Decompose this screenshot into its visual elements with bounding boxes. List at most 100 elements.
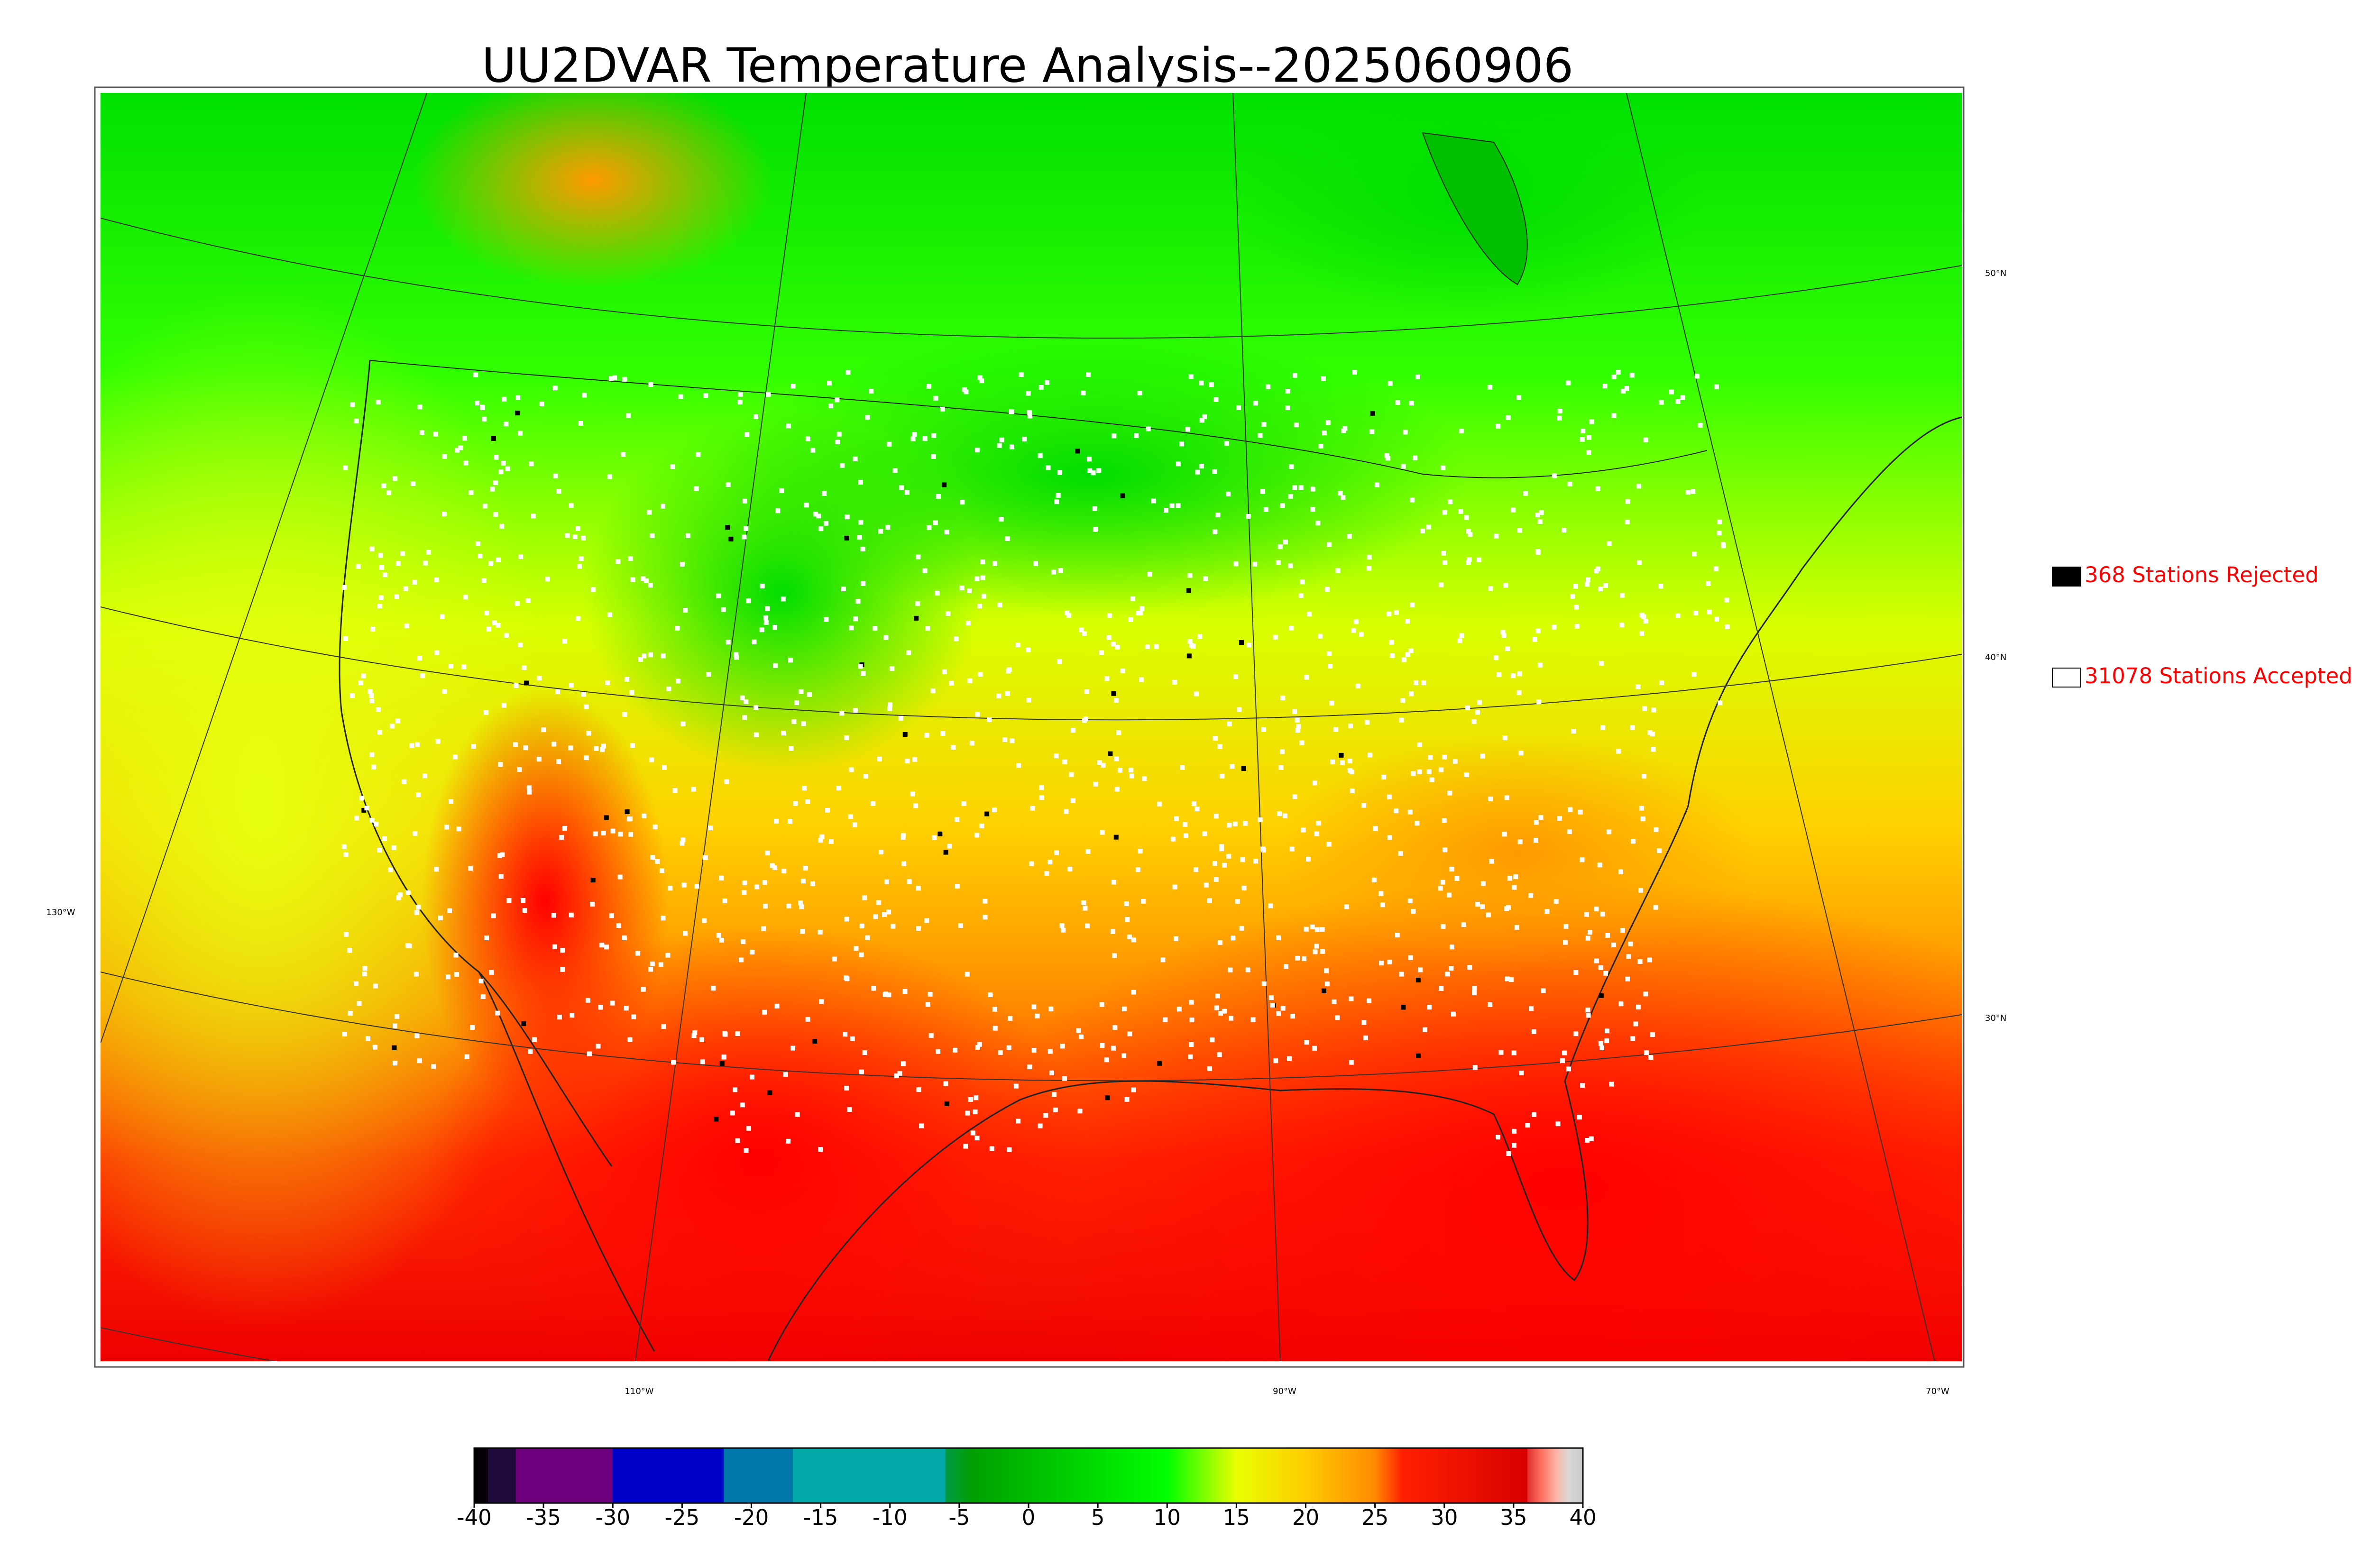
station-dot [862, 895, 867, 900]
station-dot [869, 389, 874, 394]
station-dot [1598, 965, 1603, 970]
station-dot [1410, 602, 1415, 607]
station-dot [1639, 613, 1645, 618]
station-dot [1407, 809, 1413, 815]
station-dot [740, 695, 745, 700]
station-dot [1475, 710, 1480, 715]
station-dot [1261, 981, 1267, 986]
station-dot [1154, 644, 1159, 649]
station-dot [989, 1146, 994, 1151]
station-dot [1505, 646, 1510, 651]
station-dot [1335, 568, 1341, 573]
station-dot [350, 402, 355, 407]
station-dot [741, 939, 746, 944]
station-dot [992, 1007, 997, 1012]
station-dot [642, 653, 647, 659]
station-dot [1104, 1057, 1109, 1063]
station-dot [1653, 905, 1658, 910]
station-dot [879, 850, 884, 855]
station-dot [739, 957, 744, 963]
station-dot [967, 678, 973, 683]
station-dot [409, 743, 414, 748]
station-dot [1039, 795, 1044, 800]
station-dot [518, 431, 523, 436]
station-dot [1581, 429, 1586, 434]
station-dot [716, 593, 721, 598]
station-dot [965, 1110, 970, 1116]
station-dot [794, 700, 800, 705]
station-dot [524, 680, 529, 686]
station-dot [965, 621, 971, 626]
station-dot [395, 718, 401, 724]
station-dot [414, 1033, 420, 1038]
station-dot [505, 466, 510, 471]
station-dot [983, 915, 988, 920]
station-dot [498, 761, 503, 767]
coastline [339, 360, 1962, 1361]
station-dot [1276, 935, 1281, 940]
station-dot [1625, 976, 1630, 981]
station-dot [1439, 767, 1444, 772]
station-dot [652, 824, 658, 829]
station-dot [444, 825, 449, 830]
station-dot [1135, 867, 1140, 872]
station-dot [1650, 731, 1655, 736]
station-dot [1384, 453, 1389, 458]
station-dot [1327, 651, 1332, 656]
station-dot [947, 844, 952, 849]
station-dot [699, 1037, 704, 1042]
station-dot [1172, 884, 1177, 889]
station-dot [539, 401, 544, 406]
colorbar-tick-label: -20 [734, 1505, 769, 1530]
station-dot [405, 890, 411, 895]
station-dot [1589, 419, 1594, 424]
station-dot [1348, 724, 1353, 729]
station-dot [786, 423, 791, 429]
station-dot [1099, 650, 1104, 655]
station-dot [1106, 635, 1112, 640]
station-dot [1651, 747, 1656, 752]
station-dot [1260, 489, 1265, 494]
station-dot [1714, 384, 1719, 389]
station-dot [788, 819, 793, 824]
station-dot [572, 534, 578, 539]
station-dot [1643, 991, 1648, 997]
station-dot [454, 972, 459, 977]
station-dot [1370, 411, 1375, 416]
station-dot [1457, 638, 1462, 643]
station-dot [1477, 700, 1482, 705]
station-dot [843, 1032, 848, 1037]
station-dot [368, 689, 373, 694]
station-dot [861, 581, 866, 586]
station-dot [498, 874, 504, 879]
station-dot [1536, 699, 1542, 705]
station-dot [1400, 698, 1406, 703]
station-dot [1111, 642, 1116, 647]
station-dot [581, 535, 586, 541]
station-dot [1278, 765, 1284, 770]
colorbar-tick-label: -15 [803, 1505, 838, 1530]
station-dot [696, 452, 701, 457]
station-dot [746, 1126, 752, 1131]
station-dot [827, 380, 832, 385]
station-dot [1082, 718, 1087, 723]
station-dot [1466, 529, 1471, 534]
station-dot [343, 932, 349, 937]
station-dot [1187, 639, 1193, 644]
station-dot [1659, 680, 1664, 685]
station-dot [877, 756, 882, 761]
station-dot [738, 392, 743, 397]
legend-label: 368 Stations Rejected [2085, 562, 2319, 587]
station-dot [1129, 767, 1134, 772]
station-dot [744, 432, 750, 437]
station-dot [1296, 724, 1301, 729]
station-dot [1415, 821, 1420, 826]
station-dot [584, 705, 589, 710]
station-dot [1348, 768, 1353, 773]
station-dot [596, 1044, 601, 1049]
station-dot [1537, 662, 1543, 668]
station-dot [962, 387, 967, 392]
station-dot [1129, 773, 1134, 779]
station-dot [1514, 925, 1519, 930]
